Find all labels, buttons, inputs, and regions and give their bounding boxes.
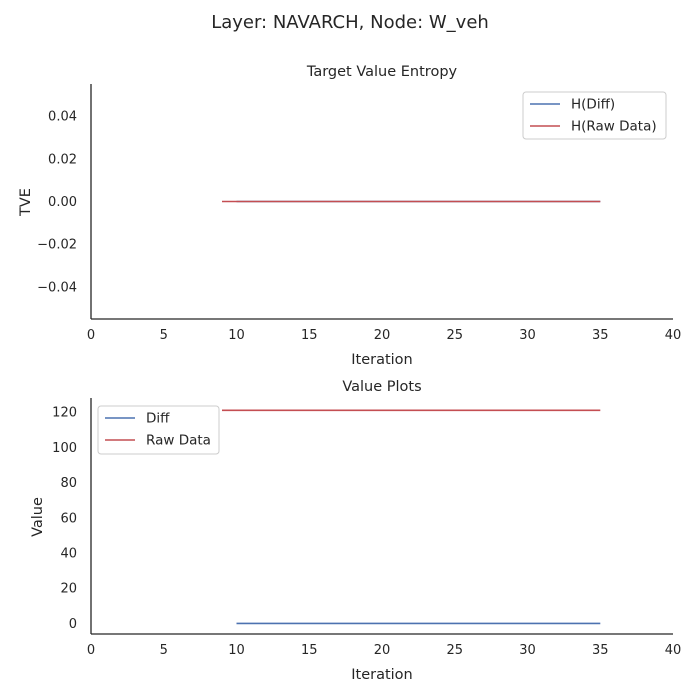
legend-label: H(Raw Data) [571, 119, 657, 135]
legend: H(Diff) H(Raw Data) [522, 91, 667, 140]
legend-label: Diff [146, 411, 170, 427]
y-tick-label: 0.04 [48, 110, 77, 125]
x-tick-label: 20 [374, 643, 391, 658]
y-axis-label: TVE [18, 188, 34, 217]
y-tick-label: −0.02 [37, 238, 77, 253]
x-tick-label: 35 [592, 328, 609, 343]
x-tick-label: 35 [592, 643, 609, 658]
figure-title: Layer: NAVARCH, Node: W_veh [211, 12, 489, 33]
x-tick-label: 15 [301, 643, 318, 658]
legend-label: Raw Data [146, 433, 211, 449]
y-tick-label: 100 [52, 441, 77, 456]
x-tick-label: 25 [446, 328, 463, 343]
y-tick-label: 60 [60, 511, 77, 526]
legend-label: H(Diff) [571, 97, 615, 113]
x-tick-label: 30 [519, 328, 536, 343]
x-axis-label: Iteration [351, 352, 413, 368]
y-tick-label: 20 [60, 582, 77, 597]
legend: Diff Raw Data [97, 405, 220, 455]
y-axis-label: Value [30, 497, 46, 537]
x-tick-label: 25 [446, 643, 463, 658]
x-tick-label: 5 [160, 328, 168, 343]
y-tick-label: 80 [60, 476, 77, 491]
x-tick-label: 30 [519, 643, 536, 658]
x-tick-label: 15 [301, 328, 318, 343]
x-axis-label: Iteration [351, 667, 413, 683]
x-tick-label: 5 [160, 643, 168, 658]
y-tick-label: 0.00 [48, 195, 77, 210]
x-tick-label: 10 [228, 328, 245, 343]
chart-title: Value Plots [342, 379, 421, 395]
chart-value-plots: Value Plots Iteration Value 0 5 10 15 20 25 30… [30, 379, 681, 683]
y-tick-label: 0.02 [48, 152, 77, 167]
x-tick-label: 0 [87, 643, 95, 658]
chart-title: Target Value Entropy [306, 64, 458, 80]
x-tick-label: 10 [228, 643, 245, 658]
chart-target-value-entropy: Target Value Entropy Iteration TVE 0 5 10 1… [18, 64, 681, 368]
x-tick-label: 40 [665, 643, 682, 658]
x-tick-label: 40 [665, 328, 682, 343]
y-tick-label: 40 [60, 546, 77, 561]
y-tick-label: 0 [69, 617, 77, 632]
x-tick-label: 20 [374, 328, 391, 343]
y-tick-label: 120 [52, 406, 77, 421]
y-tick-label: −0.04 [37, 280, 77, 295]
x-tick-label: 0 [87, 328, 95, 343]
